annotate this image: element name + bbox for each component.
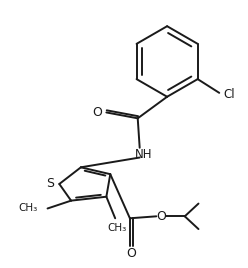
Text: NH: NH <box>135 148 152 161</box>
Text: CH₃: CH₃ <box>108 223 127 233</box>
Text: S: S <box>47 177 55 191</box>
Text: O: O <box>126 247 136 260</box>
Text: Cl: Cl <box>223 88 235 101</box>
Text: O: O <box>156 210 166 223</box>
Text: CH₃: CH₃ <box>19 203 38 214</box>
Text: O: O <box>93 106 102 119</box>
